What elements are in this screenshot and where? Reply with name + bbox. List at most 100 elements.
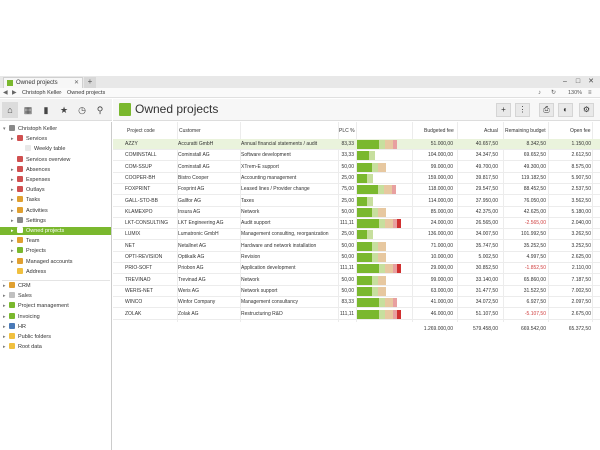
chevron-right-icon[interactable]: ▸ — [11, 228, 14, 234]
sidebar-item-label: Christoph Keller — [18, 126, 58, 132]
chevron-down-icon[interactable]: ▾ — [3, 126, 6, 132]
table-row[interactable]: GALL-STO-BB Gallfor AG Taxes 25,00 114.000,0… — [113, 196, 600, 207]
add-tab-button[interactable]: + — [84, 77, 96, 88]
table-row[interactable]: FOXPRINT Foxprint AG Leased lines / Provid… — [113, 184, 600, 196]
table-row[interactable]: ZOLAK Zolak AG Restructuring R&D 111,11 46.0… — [113, 309, 600, 320]
sidebar-group[interactable]: ▸ Public folders — [0, 333, 111, 341]
sidebar-item[interactable]: ▸ Settings — [0, 216, 111, 225]
table-row[interactable]: COMINSTALL Cominstall AG Software developm… — [113, 150, 600, 162]
zoom-level[interactable]: 130% — [568, 90, 583, 96]
calendar-icon[interactable]: ▦ — [23, 105, 33, 115]
total-actual: 579.458,00 — [472, 325, 498, 332]
refresh-icon[interactable]: ↻ — [551, 90, 557, 96]
column-header-budgeted[interactable]: Budgeted fee — [424, 128, 454, 134]
settings-button[interactable]: ⚙ — [579, 103, 594, 117]
sidebar-item[interactable]: Services overview — [0, 155, 111, 164]
column-header-open[interactable]: Open fee — [570, 128, 591, 134]
sidebar-item[interactable]: ▸ Absences — [0, 165, 111, 174]
table-row[interactable]: LKT-CONSULTING LKT Engineering AG Audit su… — [113, 218, 600, 230]
chevron-right-icon[interactable]: ▸ — [11, 258, 14, 265]
column-header-code[interactable]: Project code — [127, 128, 155, 134]
chevron-right-icon[interactable]: ▸ — [3, 344, 6, 351]
sidebar-group[interactable]: ▸ HR — [0, 322, 111, 331]
chevron-right-icon[interactable]: ▸ — [11, 207, 14, 214]
maximize-icon[interactable]: □ — [575, 78, 581, 85]
sidebar-item[interactable]: ▸ Managed accounts — [0, 257, 111, 266]
sidebar-group[interactable]: ▸ Project management — [0, 302, 111, 310]
sidebar-group[interactable]: ▸ Invoicing — [0, 312, 111, 321]
breadcrumb-page[interactable]: Owned projects — [67, 90, 106, 96]
chevron-right-icon[interactable]: ▸ — [3, 313, 6, 320]
table-row[interactable]: TREVINAO Trevinad AG Network 50,00 99.000,00… — [113, 275, 600, 286]
table-row[interactable]: LUMIX Lumatronic GmbH Management consultin… — [113, 229, 600, 241]
chevron-right-icon[interactable]: ▸ — [11, 136, 14, 143]
column-divider — [592, 122, 593, 322]
sidebar-item[interactable]: ▸ Owned projects — [0, 227, 111, 235]
history-icon[interactable]: ◷ — [78, 105, 86, 115]
star-icon[interactable]: ★ — [59, 105, 69, 115]
sidebar-item[interactable]: ▸ Services — [0, 135, 111, 143]
chevron-right-icon[interactable]: ▸ — [11, 238, 14, 245]
add-button[interactable]: + — [496, 103, 511, 117]
table-row[interactable]: NET Netallnet AG Hardware and network inst… — [113, 241, 600, 252]
toggle-panel-button[interactable]: ◐ — [558, 103, 573, 117]
sidebar-tree: ▾ Christoph Keller ▸ Services Weekly table Se… — [0, 122, 112, 450]
sidebar-group[interactable]: ▸ CRM — [0, 282, 111, 290]
table-row[interactable]: COOPER-BH Bistro Cooper Accounting managem… — [113, 173, 600, 184]
cell-actual: 35.747,50 — [475, 242, 498, 249]
table-row[interactable]: WINCO Winfor Company Management consultanc… — [113, 297, 600, 309]
print-button[interactable]: ⎙ — [539, 103, 554, 117]
cell-description: Hardware and network installation — [241, 242, 317, 249]
bell-icon[interactable]: ♪ — [538, 90, 541, 96]
table-row[interactable]: COM-SSUP Cominstall AG XTrem-E support 50,0… — [113, 162, 600, 173]
tab-owned-projects[interactable]: Owned projects ✕ — [3, 77, 83, 88]
menu-icon[interactable]: ≡ — [588, 90, 592, 96]
column-header-actual[interactable]: Actual — [484, 128, 498, 134]
chevron-right-icon[interactable]: ▸ — [3, 283, 6, 289]
chart-icon[interactable]: ▮ — [43, 105, 49, 115]
chevron-right-icon[interactable]: ▸ — [3, 303, 6, 310]
forward-icon[interactable]: ▶ — [12, 90, 17, 96]
chevron-right-icon[interactable]: ▸ — [11, 187, 14, 194]
table-row[interactable]: WERIS-NET Weris AG Network support 50,00 63.… — [113, 286, 600, 297]
table-row[interactable]: OPTI-REVISION Optikalk AG Revision 50,00 10.… — [113, 252, 600, 263]
table-row[interactable]: KLAMEXPO Insura AG Network 50,00 85.000,00 42… — [113, 207, 600, 218]
sidebar-item[interactable]: ▸ Tasks — [0, 196, 111, 204]
sidebar-item[interactable]: Weekly table — [0, 145, 111, 153]
cell-actual: 33.140,00 — [475, 276, 498, 283]
close-icon[interactable]: ✕ — [73, 80, 79, 86]
chevron-right-icon[interactable]: ▸ — [3, 323, 6, 330]
chevron-right-icon[interactable]: ▸ — [11, 217, 14, 224]
cell-actual: 5.002,50 — [478, 254, 498, 260]
chevron-right-icon[interactable]: ▸ — [11, 177, 14, 183]
chevron-right-icon[interactable]: ▸ — [11, 166, 14, 173]
sidebar-item[interactable]: Address — [0, 267, 111, 276]
table-row[interactable]: PRIO-SOFT Priobon AG Application developme… — [113, 263, 600, 275]
table-row[interactable]: AZZY Accuratti GmbH Annual financial state… — [113, 139, 600, 150]
cell-code: KLAMEXPO — [125, 208, 153, 215]
minimize-icon[interactable]: – — [563, 78, 567, 85]
column-header-customer[interactable]: Customer — [179, 128, 201, 134]
breadcrumb-user[interactable]: Christoph Keller — [22, 90, 62, 96]
sidebar-group[interactable]: ▸ Root data — [0, 343, 111, 351]
progress-bar — [357, 264, 412, 274]
chevron-right-icon[interactable]: ▸ — [3, 293, 6, 300]
back-icon[interactable]: ◀ — [3, 90, 8, 96]
sidebar-item[interactable]: ▸ Projects — [0, 247, 111, 255]
chevron-right-icon[interactable]: ▸ — [3, 334, 6, 340]
chevron-right-icon[interactable]: ▸ — [11, 248, 14, 255]
progress-bar — [357, 151, 412, 161]
chevron-right-icon[interactable]: ▸ — [11, 197, 14, 204]
close-window-icon[interactable]: ✕ — [588, 78, 594, 85]
sidebar-item[interactable]: ▸ Team — [0, 237, 111, 245]
home-icon[interactable]: ⌂ — [2, 102, 18, 118]
column-header-plc[interactable]: PLC % — [339, 128, 355, 134]
sidebar-item[interactable]: ▸ Outlays — [0, 186, 111, 194]
column-header-remaining[interactable]: Remaining budget — [505, 128, 546, 134]
sidebar-item[interactable]: ▾ Christoph Keller — [0, 125, 111, 133]
sidebar-item[interactable]: ▸ Activities — [0, 206, 111, 215]
more-options-button[interactable]: ⋮ — [515, 103, 530, 117]
search-icon[interactable]: ⚲ — [96, 105, 104, 115]
sidebar-group[interactable]: ▸ Sales — [0, 292, 111, 300]
sidebar-item[interactable]: ▸ Expenses — [0, 176, 111, 184]
